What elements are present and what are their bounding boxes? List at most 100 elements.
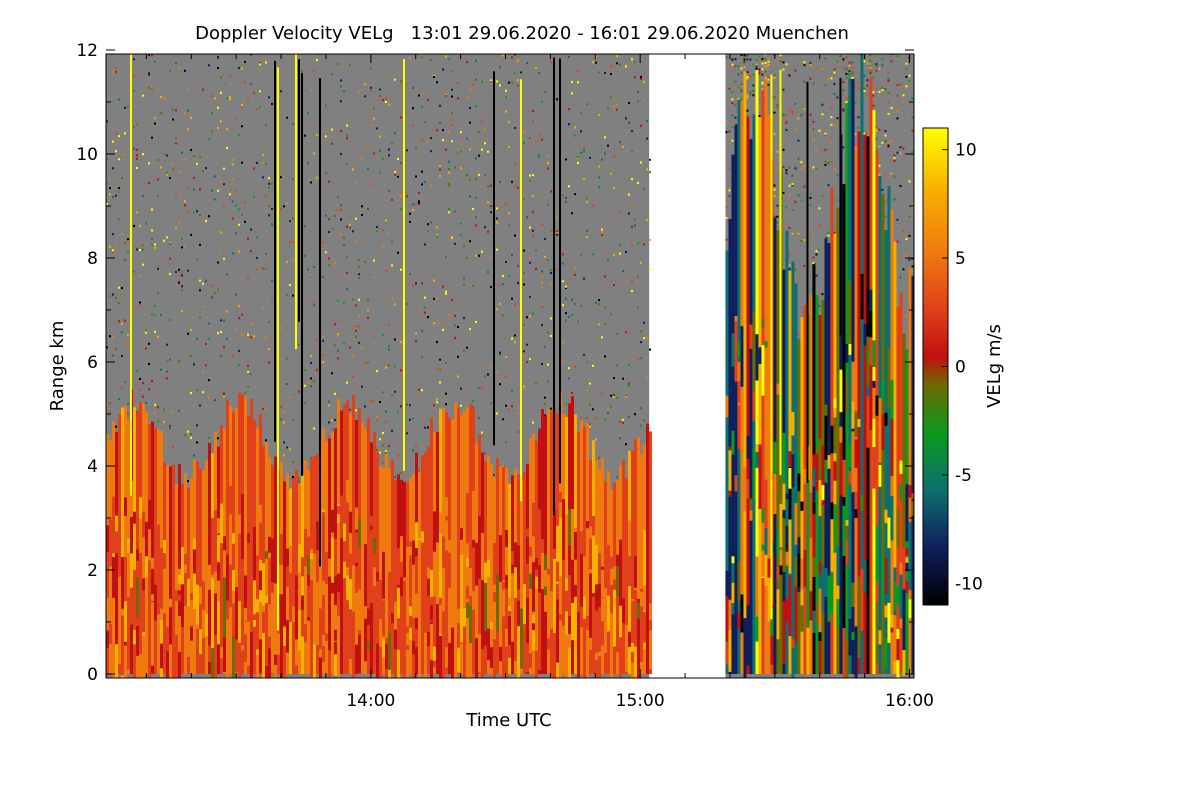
heatmap-cell [343,244,345,247]
heatmap-cell [382,431,384,434]
heatmap-cell [824,57,827,60]
heatmap-cell [628,520,631,557]
heatmap-cell [478,386,480,389]
heatmap-cell [788,264,791,267]
heatmap-cell [400,596,403,648]
heatmap-cell [148,162,150,165]
heatmap-streak [806,81,809,484]
heatmap-cell [166,529,169,575]
heatmap-cell [334,261,336,264]
heatmap-cell [241,313,243,316]
heatmap-cell [253,167,255,170]
heatmap-cell [764,479,768,529]
plot-frame [105,53,915,679]
heatmap-cell [112,70,114,73]
colorbar-tick-label: 0 [955,358,966,378]
heatmap-cell [232,354,234,357]
heatmap-cell [767,83,770,86]
heatmap-cell [824,164,827,167]
heatmap-cell [301,635,304,642]
heatmap-cell [809,62,812,65]
heatmap-cell [388,364,390,367]
heatmap-cell [376,448,378,451]
heatmap-cell [106,166,108,169]
heatmap-cell [430,221,432,224]
y-tick-label: 2 [87,561,98,581]
heatmap-cell [442,285,444,288]
heatmap-cell [731,114,734,117]
heatmap-cell [121,176,123,179]
heatmap-cell [899,152,902,155]
heatmap-cell [746,58,749,61]
heatmap-cell [301,601,304,637]
heatmap-cell [142,578,145,591]
heatmap-cell [283,175,285,178]
heatmap-column [394,479,397,674]
heatmap-cell [124,153,126,156]
heatmap-cell [346,225,348,228]
heatmap-cell [800,199,803,202]
heatmap-cell [869,66,872,69]
heatmap-cell [893,198,896,201]
heatmap-cell [812,120,815,123]
heatmap-cell [202,391,204,394]
heatmap-cell [595,660,598,678]
heatmap-cell [127,402,129,405]
heatmap-cell [475,254,477,257]
heatmap-cell [358,618,361,630]
heatmap-column [412,473,415,674]
heatmap-cell [271,300,273,303]
heatmap-cell [610,405,612,408]
heatmap-cell [328,576,331,623]
heatmap-cell [370,182,372,185]
heatmap-cell [586,416,588,419]
heatmap-cell [193,176,195,179]
heatmap-cell [385,219,387,222]
heatmap-cell [788,267,791,270]
heatmap-cell [430,150,432,153]
heatmap-cell [391,429,393,432]
heatmap-cell [355,409,357,412]
heatmap-cell [643,188,645,191]
heatmap-cell [586,585,589,618]
heatmap-cell [860,54,863,56]
heatmap-cell [734,80,737,83]
heatmap-streak [779,69,782,476]
heatmap-cell [367,361,369,364]
heatmap-cell [361,541,364,582]
heatmap-cell [776,520,780,558]
heatmap-cell [770,608,774,637]
heatmap-cell [860,514,864,545]
heatmap-cell [788,184,791,187]
heatmap-cell [187,109,189,112]
heatmap-cell [749,498,753,511]
heatmap-cell [854,143,857,146]
heatmap-cell [322,530,325,581]
heatmap-cell [214,291,216,294]
heatmap-cell [496,556,499,577]
heatmap-cell [208,337,210,340]
heatmap-cell [286,201,288,204]
heatmap-cell [118,218,120,221]
heatmap-cell [502,582,505,590]
heatmap-cell [448,313,450,316]
heatmap-cell [172,632,175,678]
heatmap-cell [872,94,875,97]
heatmap-cell [529,226,531,229]
heatmap-cell [460,233,462,236]
heatmap-cell [592,61,594,64]
heatmap-cell [268,177,270,180]
heatmap-cell [884,215,887,218]
heatmap-cell [223,183,225,186]
heatmap-cell [773,441,777,504]
heatmap-cell [842,628,846,678]
heatmap-cell [349,598,352,606]
heatmap-cell [728,130,731,133]
heatmap-cell [800,520,804,538]
heatmap-cell [172,583,175,603]
heatmap-cell [451,140,453,143]
heatmap-cell [905,315,908,318]
heatmap-cell [229,198,231,201]
heatmap-cell [734,58,737,61]
heatmap-cell [905,571,909,584]
